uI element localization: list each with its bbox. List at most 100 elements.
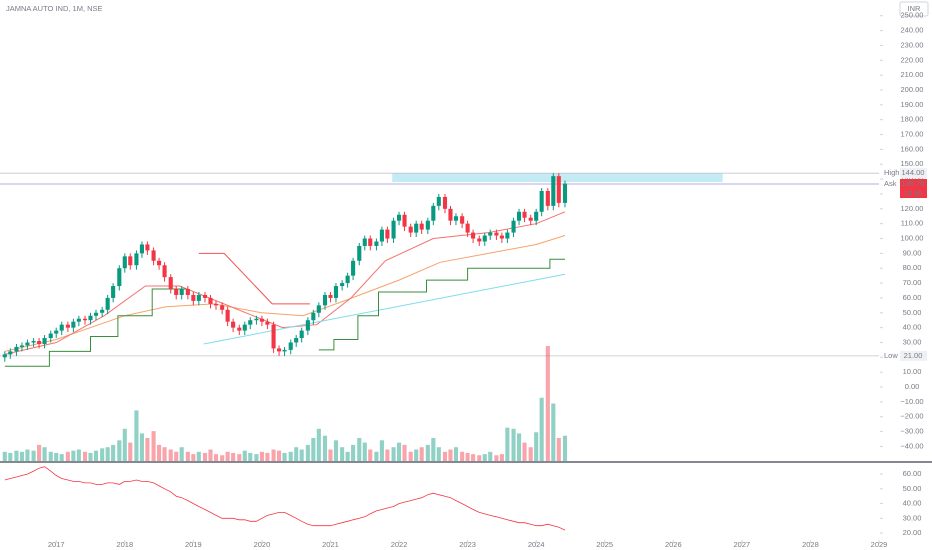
- volume-bar: [465, 452, 470, 461]
- candle-body: [259, 318, 264, 322]
- candle-body: [379, 229, 384, 242]
- candle-body: [425, 220, 430, 230]
- volume-bar: [277, 450, 282, 461]
- volume-bar: [545, 346, 550, 461]
- y-tick-label: 240.00: [901, 26, 924, 35]
- volume-bar: [196, 451, 201, 461]
- x-tick-label: 2024: [528, 540, 545, 549]
- volume-bar: [185, 451, 190, 461]
- candle-body: [168, 277, 173, 290]
- y-tick-label: 110.00: [901, 219, 923, 228]
- y-tick-label: 180.00: [901, 115, 924, 124]
- candle-body: [100, 309, 105, 313]
- volume-bar: [76, 449, 81, 461]
- candle-body: [551, 176, 556, 206]
- volume-bar: [174, 451, 179, 461]
- volume-bar: [368, 449, 373, 461]
- countdown: 1d 5h: [904, 188, 923, 197]
- volume-bar: [551, 403, 556, 461]
- y-tick-label: 50.00: [903, 308, 922, 317]
- level-name: Low: [884, 351, 898, 360]
- candle-body: [294, 338, 299, 343]
- level-name: High: [884, 168, 899, 177]
- candle-body: [248, 320, 253, 325]
- candle-body: [402, 214, 407, 227]
- candle-body: [333, 286, 339, 298]
- candle-body: [42, 338, 47, 344]
- candle-body: [157, 260, 162, 266]
- volume-bar: [528, 447, 533, 461]
- volume-bar: [139, 433, 144, 461]
- chart-title: JAMNA AUTO IND, 1M, NSE: [6, 4, 103, 13]
- volume-bar: [482, 454, 487, 461]
- osc-tick-label: 50.00: [903, 484, 922, 493]
- level-value: 21.00: [904, 351, 923, 360]
- candle-body: [105, 297, 110, 310]
- volume-bar: [82, 451, 88, 461]
- y-tick-label: −20.00: [900, 412, 923, 421]
- volume-bar: [374, 451, 379, 461]
- candle-body: [442, 196, 448, 209]
- volume-bar: [299, 449, 304, 461]
- volume-bar: [408, 451, 413, 461]
- candle-body: [8, 351, 13, 355]
- volume-bar: [562, 435, 568, 461]
- volume-bar: [282, 452, 287, 461]
- y-tick-label: 210.00: [901, 70, 924, 79]
- volume-bar: [499, 454, 504, 461]
- volume-bar: [25, 449, 30, 461]
- volume-bar: [316, 428, 321, 461]
- candle-body: [431, 205, 436, 221]
- volume-bar: [37, 444, 42, 461]
- candle-body: [328, 294, 333, 298]
- candle-body: [31, 340, 36, 343]
- level-name: Ask: [884, 179, 897, 188]
- volume-bar: [351, 444, 356, 461]
- volume-bar: [157, 444, 162, 461]
- x-tick-label: 2025: [596, 540, 613, 549]
- candle-body: [460, 216, 465, 224]
- x-tick-label: 2017: [48, 540, 65, 549]
- candle-body: [59, 324, 64, 331]
- volume-bar: [522, 442, 527, 461]
- volume-bar: [305, 444, 310, 461]
- candle-body: [196, 294, 201, 301]
- x-tick-label: 2023: [459, 540, 476, 549]
- volume-bar: [494, 455, 499, 461]
- level-tag: [900, 350, 927, 361]
- y-tick-label: 40.00: [903, 323, 922, 332]
- candle-body: [128, 256, 133, 266]
- x-tick-label: 2019: [185, 540, 202, 549]
- candle-body: [93, 312, 99, 316]
- currency[interactable]: INR: [908, 4, 922, 13]
- candle-body: [25, 342, 30, 346]
- volume-bar: [191, 454, 196, 461]
- candle-body: [465, 223, 470, 233]
- volume-bar: [460, 451, 465, 461]
- volume-bar: [488, 451, 493, 461]
- osc-tick-label: 30.00: [903, 513, 922, 522]
- candle-body: [511, 220, 516, 233]
- volume-bar: [151, 431, 156, 461]
- candle-body: [19, 345, 24, 347]
- candle-body: [516, 211, 522, 221]
- candle-body: [488, 232, 493, 236]
- volume-bar: [431, 438, 436, 461]
- volume-bar: [396, 442, 402, 461]
- candle-body: [76, 318, 81, 322]
- y-tick-label: 190.00: [901, 100, 924, 109]
- volume-bar: [71, 450, 76, 461]
- candle-body: [174, 289, 179, 295]
- volume-bar: [311, 438, 316, 461]
- oscillator: [4, 466, 566, 531]
- candle-body: [208, 297, 213, 304]
- candle-body: [482, 235, 487, 242]
- indicator-line: [203, 273, 566, 345]
- candle-body: [265, 321, 270, 325]
- currency-box[interactable]: [899, 1, 929, 17]
- volume-bar: [225, 451, 230, 461]
- volume-bar: [208, 449, 213, 461]
- candle-body: [134, 253, 139, 266]
- osc-tick-label: 40.00: [903, 499, 922, 508]
